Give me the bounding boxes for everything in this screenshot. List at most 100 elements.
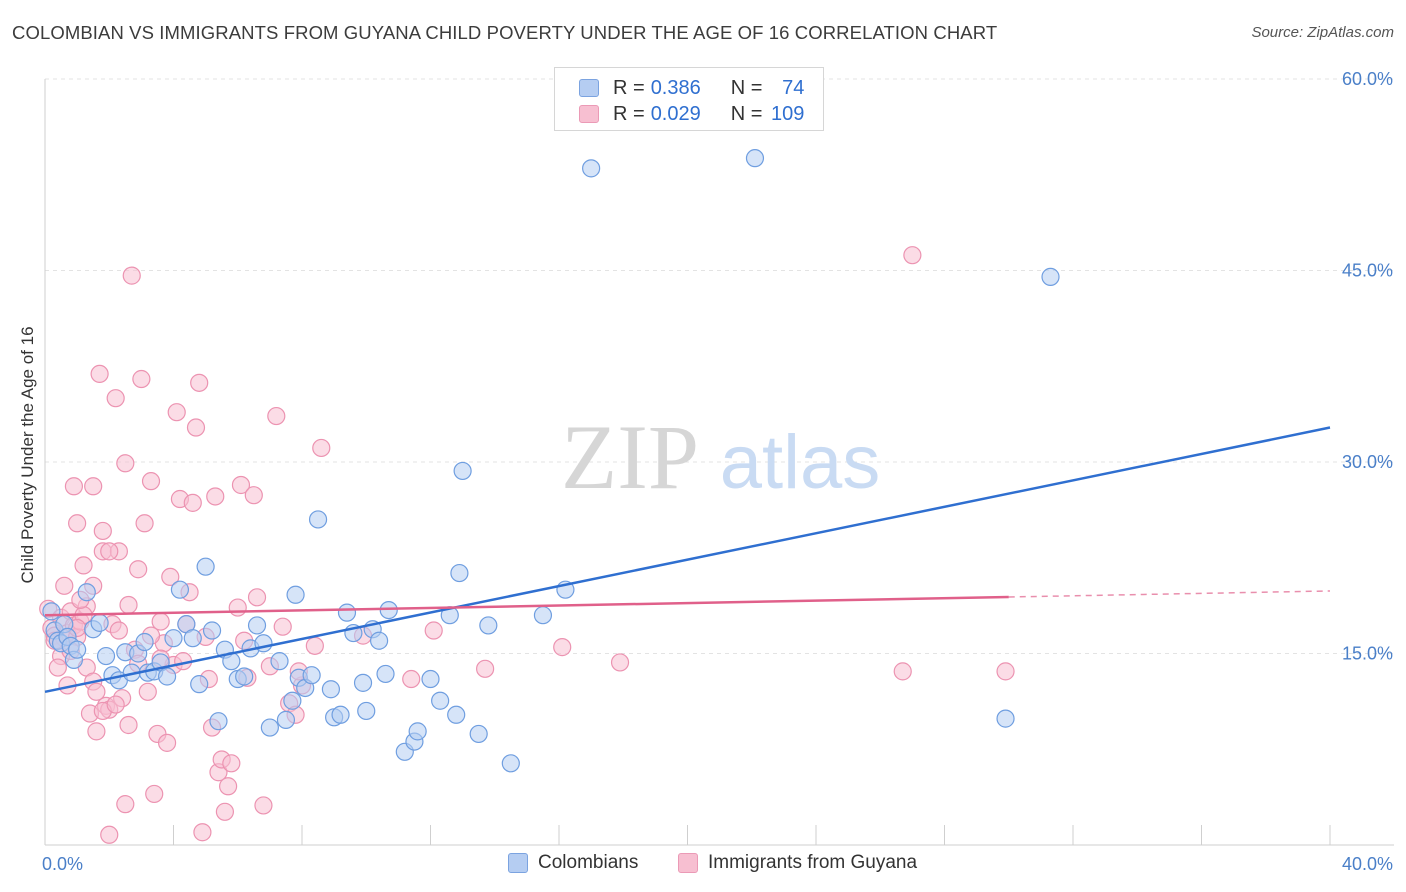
point-colombians (408, 722, 427, 741)
point-colombians (157, 667, 177, 686)
legend-r-label: R = (613, 76, 645, 99)
point-guyana (55, 576, 74, 595)
point-colombians (209, 712, 228, 731)
point-colombians (286, 585, 305, 604)
point-colombians (582, 159, 601, 178)
point-guyana (87, 722, 106, 741)
point-guyana (244, 486, 263, 505)
legend-row-colombians: R = 0.386 N = 74 (579, 76, 804, 100)
legend-n-value: 109 (771, 102, 805, 125)
point-guyana (141, 472, 161, 491)
point-colombians (533, 606, 553, 625)
point-colombians (283, 691, 302, 710)
point-guyana (90, 364, 109, 384)
y-tick-label: 30.0% (1342, 452, 1393, 472)
tick-labels: 15.0% 30.0% 45.0% 60.0% 0.0% 40.0% (42, 69, 1393, 874)
point-guyana (183, 493, 202, 512)
point-guyana (273, 617, 292, 636)
point-guyana (157, 733, 177, 752)
series-name-guyana: Immigrants from Guyana (708, 852, 918, 873)
point-guyana (247, 588, 267, 607)
point-guyana (161, 567, 180, 587)
point-colombians (479, 616, 498, 635)
series-swatch-blue (508, 853, 528, 873)
legend-n-label: N = (730, 76, 763, 99)
point-colombians (308, 510, 328, 529)
trend-line-colombians (44, 426, 1331, 694)
point-colombians (302, 666, 321, 685)
point-guyana (231, 475, 251, 495)
point-guyana (254, 796, 273, 815)
legend-n-label: N = (730, 102, 763, 125)
point-guyana (610, 653, 630, 672)
point-colombians (450, 563, 469, 583)
point-colombians (370, 631, 389, 650)
point-colombians (183, 629, 202, 648)
legend-r-value: 0.029 (650, 102, 701, 125)
point-guyana (135, 514, 154, 533)
source-label: Source: ZipAtlas.com (1251, 24, 1394, 41)
y-tick-label: 60.0% (1342, 69, 1393, 89)
point-guyana (116, 454, 135, 473)
point-guyana (138, 682, 157, 701)
point-colombians (996, 709, 1015, 728)
point-colombians (337, 603, 357, 622)
point-colombians (431, 691, 450, 710)
legend-swatch-blue (579, 79, 599, 97)
series-legend-colombians: Colombians (508, 852, 638, 874)
watermark-atlas: atlas (720, 420, 881, 505)
trend-lines (44, 426, 1331, 694)
point-colombians (247, 616, 267, 635)
legend-r-label: R = (613, 102, 645, 125)
legend-r-value: 0.386 (650, 76, 701, 99)
point-guyana (106, 695, 125, 714)
point-guyana (476, 659, 495, 678)
y-axis-label: Child Poverty Under the Age of 16 (18, 326, 37, 583)
point-colombians (447, 705, 466, 724)
point-colombians (42, 602, 61, 621)
point-colombians (379, 600, 398, 620)
point-guyana (424, 621, 443, 640)
point-guyana (119, 595, 138, 615)
legend: R = 0.386 N = 74 R = 0.029 N = 109 (554, 67, 824, 131)
point-colombians (469, 724, 488, 744)
axes (44, 79, 1394, 846)
y-tick-label: 15.0% (1342, 644, 1393, 664)
point-colombians (135, 632, 154, 652)
point-colombians (1041, 267, 1060, 286)
watermark-zip: ZIP (561, 406, 699, 508)
point-guyana (206, 487, 225, 506)
point-colombians (321, 680, 341, 699)
point-guyana (100, 542, 119, 561)
point-colombians (260, 718, 279, 737)
point-guyana (74, 556, 93, 575)
legend-row-guyana: R = 0.029 N = 109 (579, 102, 804, 126)
gridlines (45, 78, 1394, 654)
point-guyana (122, 266, 141, 285)
point-colombians (376, 664, 395, 684)
point-guyana (93, 521, 112, 541)
point-colombians (164, 629, 183, 648)
point-colombians (196, 557, 215, 576)
point-guyana (167, 403, 186, 422)
trend-line-guyana-extension (1008, 590, 1331, 598)
point-guyana (129, 560, 148, 579)
point-colombians (170, 580, 190, 599)
point-colombians (453, 461, 472, 481)
point-guyana (312, 438, 331, 458)
point-colombians (353, 673, 373, 692)
point-colombians (235, 667, 254, 686)
series-legend-guyana: Immigrants from Guyana (678, 852, 917, 874)
point-colombians (421, 669, 440, 689)
point-guyana (228, 598, 247, 617)
x-tick-label: 40.0% (1342, 854, 1393, 874)
point-colombians (501, 754, 520, 773)
point-guyana (305, 636, 324, 655)
trend-line-guyana (44, 595, 1009, 617)
point-guyana (186, 418, 206, 437)
point-colombians (357, 701, 376, 721)
point-colombians (68, 640, 87, 659)
point-guyana (106, 389, 125, 408)
point-colombians (96, 646, 116, 666)
